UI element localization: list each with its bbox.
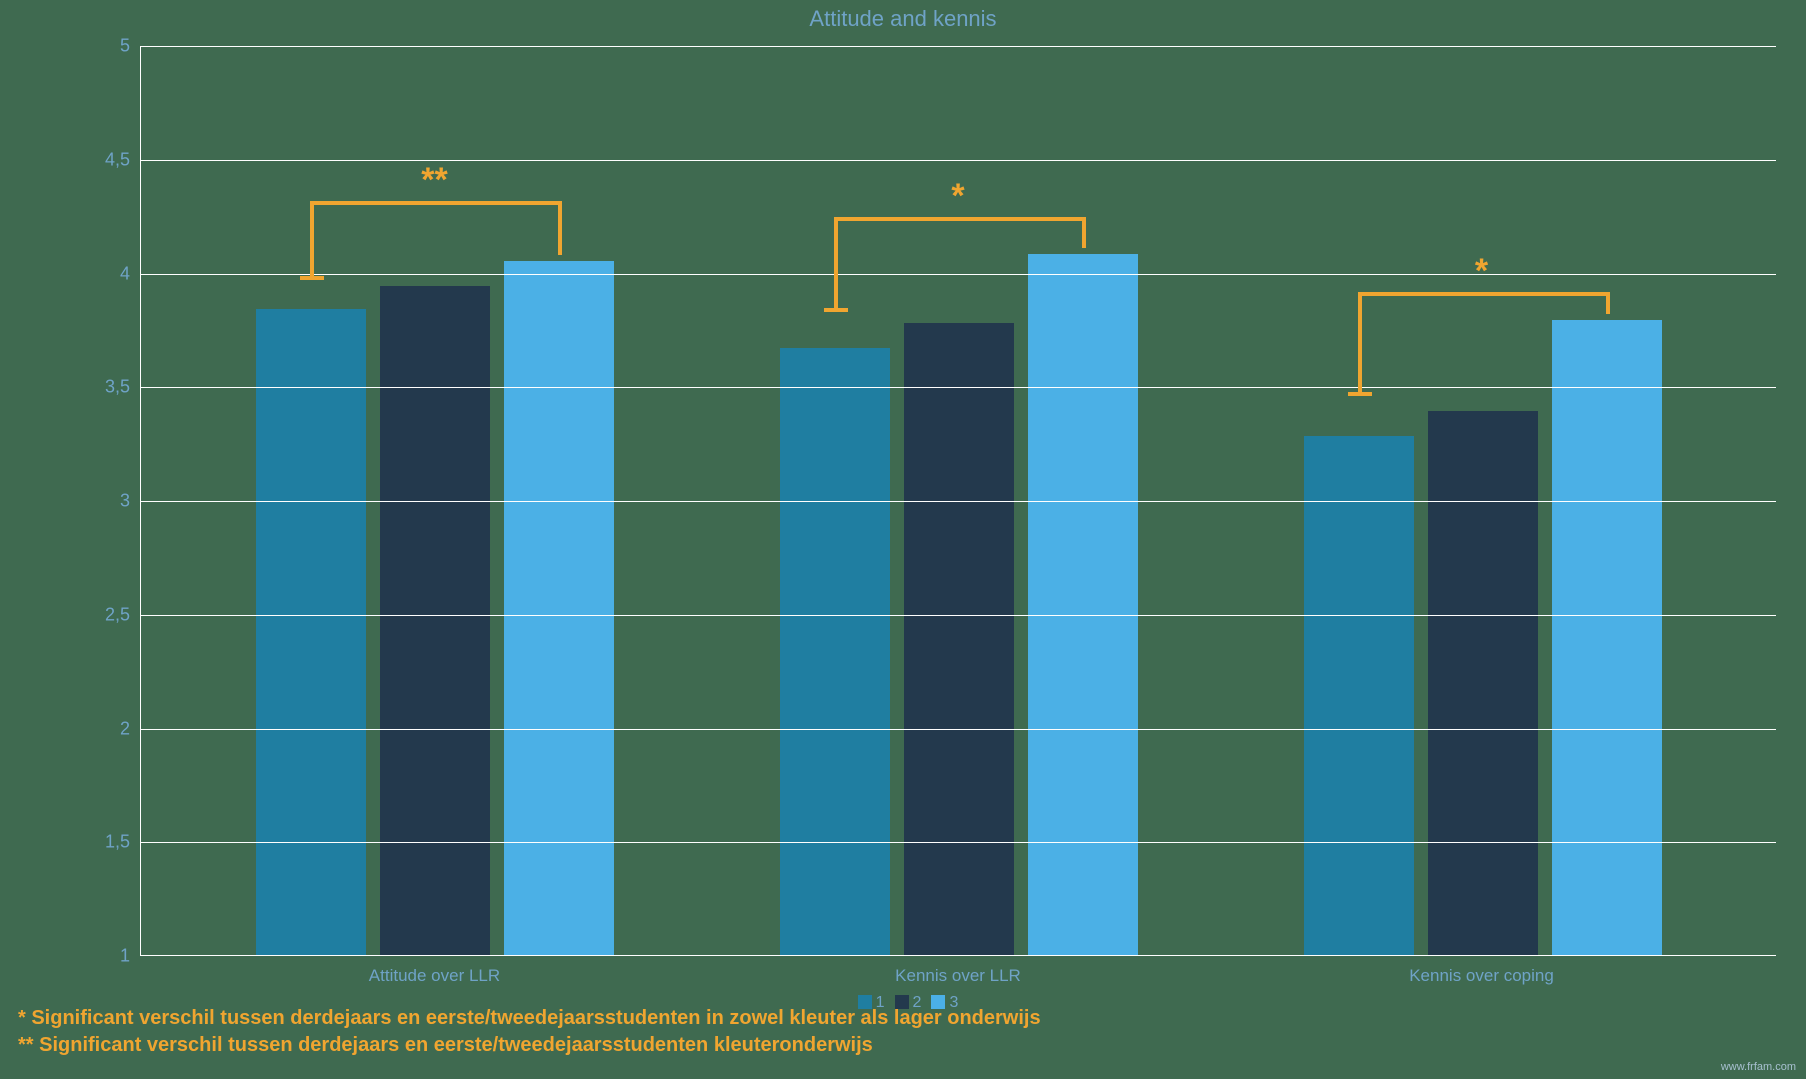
grid-line (141, 615, 1776, 616)
bar (1428, 411, 1538, 955)
y-tick-label: 5 (70, 36, 130, 57)
bar (904, 323, 1014, 955)
grid-line (141, 729, 1776, 730)
footnotes: * Significant verschil tussen derdejaars… (18, 1005, 1041, 1059)
x-category-label: Kennis over coping (1409, 966, 1554, 986)
plot-area (140, 46, 1776, 956)
bar (1028, 254, 1138, 955)
y-tick-label: 1,5 (70, 832, 130, 853)
grid-line (141, 274, 1776, 275)
grid-line (141, 387, 1776, 388)
grid-line (141, 842, 1776, 843)
y-tick-label: 2 (70, 718, 130, 739)
y-tick-label: 4,5 (70, 149, 130, 170)
footnote-line: ** Significant verschil tussen derdejaar… (18, 1032, 1041, 1059)
y-tick-label: 4 (70, 263, 130, 284)
bar (780, 348, 890, 955)
grid-line (141, 46, 1776, 47)
chart-title: Attitude and kennis (0, 6, 1806, 32)
y-tick-label: 1 (70, 946, 130, 967)
y-tick-label: 3,5 (70, 377, 130, 398)
x-category-label: Attitude over LLR (369, 966, 500, 986)
bar (504, 261, 614, 955)
bar (1304, 436, 1414, 955)
bar (1552, 320, 1662, 955)
grid-line (141, 501, 1776, 502)
bar (256, 309, 366, 955)
x-category-label: Kennis over LLR (895, 966, 1021, 986)
chart-container: Attitude and kennis 1 1,5 2 2,5 3 3,5 4 4,5 5 At… (0, 0, 1806, 1079)
grid-line (141, 160, 1776, 161)
watermark: www.frfam.com (1721, 1061, 1796, 1073)
y-tick-label: 3 (70, 491, 130, 512)
y-tick-label: 2,5 (70, 604, 130, 625)
footnote-line: * Significant verschil tussen derdejaars… (18, 1005, 1041, 1032)
